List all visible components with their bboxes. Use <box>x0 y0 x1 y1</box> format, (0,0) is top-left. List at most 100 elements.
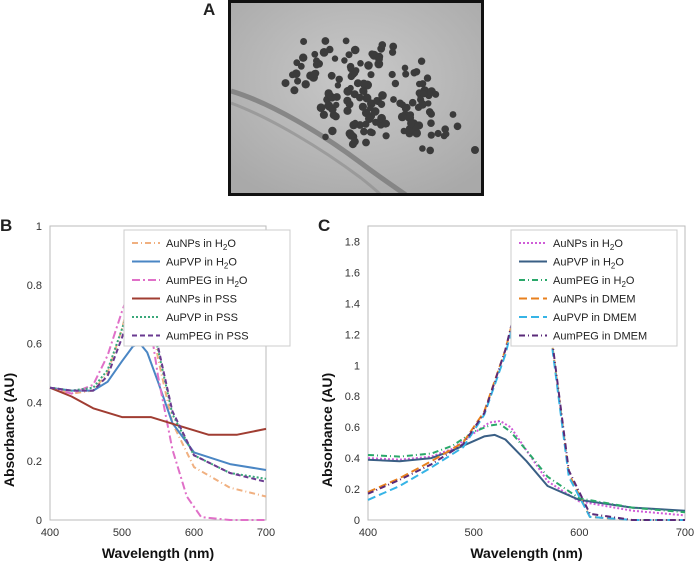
nanoparticle <box>347 84 354 92</box>
legend-box <box>510 229 678 347</box>
y-tick-label: 0 <box>36 515 42 527</box>
nanoparticle <box>299 53 308 62</box>
nanoparticle <box>321 37 330 45</box>
nanoparticle <box>322 133 329 141</box>
legend-label: AuPVP in H2O <box>166 257 237 271</box>
legend-label: AumPEG in DMEM <box>553 331 647 343</box>
legend-box <box>123 229 291 347</box>
legend-label: AuNPs in DMEM <box>553 294 636 306</box>
nanoparticle <box>417 57 426 65</box>
tem-image <box>228 0 484 196</box>
nanoparticle <box>440 132 448 140</box>
nanoparticle <box>419 80 427 88</box>
nanoparticle <box>291 69 301 78</box>
nanoparticle <box>333 101 340 109</box>
series-line-3 <box>49 280 266 521</box>
series-line-6 <box>367 238 685 521</box>
nanoparticle <box>367 105 374 112</box>
nanoparticle <box>334 82 342 89</box>
nanoparticle <box>328 126 337 136</box>
y-axis-title: Absorbance (AU) <box>319 373 335 487</box>
nanoparticle <box>312 61 321 69</box>
nanoparticle <box>391 79 400 88</box>
nanoparticle <box>294 77 302 85</box>
nanoparticle <box>343 106 352 115</box>
y-tick-label: 0.4 <box>345 453 360 465</box>
nanoparticle <box>400 127 408 135</box>
nanoparticle <box>388 70 396 79</box>
nanoparticle <box>350 137 359 146</box>
nanoparticle <box>418 100 427 109</box>
nanoparticle <box>350 45 360 55</box>
y-tick-label: 1.6 <box>345 267 360 279</box>
nanoparticle <box>434 129 442 138</box>
series-line-4 <box>49 386 267 436</box>
nanoparticle <box>402 70 410 78</box>
nanoparticle <box>389 48 397 56</box>
y-tick-label: 0 <box>354 515 360 527</box>
tem-micrograph <box>231 3 481 193</box>
nanoparticle <box>345 51 353 59</box>
nanoparticle <box>351 69 359 77</box>
nanoparticle <box>316 103 326 112</box>
nanoparticle <box>372 118 380 126</box>
nanoparticle <box>319 110 328 119</box>
nanoparticle <box>311 50 319 58</box>
legend-label: AuPVP in DMEM <box>553 312 637 324</box>
nanoparticle <box>368 129 375 136</box>
x-tick-label: 600 <box>570 527 588 539</box>
nanoparticle <box>290 86 299 95</box>
nanoparticle <box>449 111 457 118</box>
nanoparticle <box>397 112 407 122</box>
nanoparticle <box>352 119 359 127</box>
nanoparticle <box>342 37 350 45</box>
plot-frame <box>367 225 686 521</box>
nanoparticle <box>390 96 397 103</box>
nanoparticle <box>360 88 368 95</box>
nanoparticle <box>412 68 421 76</box>
nanoparticle <box>360 127 368 136</box>
legend-label: AumPEG in PSS <box>166 331 249 343</box>
nanoparticle <box>324 89 333 98</box>
nanoparticle <box>408 98 417 107</box>
nanoparticle <box>401 64 409 72</box>
y-tick-label: 1.4 <box>345 298 360 310</box>
nanoparticle <box>423 74 432 82</box>
x-tick-label: 500 <box>113 527 131 539</box>
nanoparticle <box>358 102 367 111</box>
y-tick-label: 0.8 <box>345 391 360 403</box>
nanoparticle <box>427 110 435 118</box>
nanoparticle <box>357 60 364 67</box>
y-tick-label: 0.8 <box>27 280 42 292</box>
nanoparticle <box>365 114 374 123</box>
nanoparticle <box>310 70 319 78</box>
nanoparticle <box>331 55 339 62</box>
nanoparticle <box>426 146 434 155</box>
nanoparticle <box>378 41 387 49</box>
nanoparticle <box>432 90 440 98</box>
nanoparticle <box>327 71 336 80</box>
nanoparticle <box>389 42 398 51</box>
legend-label: AuNPs in H2O <box>553 238 623 252</box>
y-tick-label: 1 <box>36 221 42 233</box>
nanoparticle <box>347 65 354 73</box>
nanoparticle <box>377 100 386 109</box>
nanoparticle <box>362 93 372 103</box>
x-tick-label: 400 <box>41 527 59 539</box>
nanoparticle <box>427 131 435 139</box>
nanoparticle <box>300 38 308 45</box>
y-tick-label: 1 <box>354 360 360 372</box>
nanoparticle <box>281 79 290 88</box>
nanoparticle <box>345 100 354 109</box>
nanoparticle <box>359 79 368 88</box>
nanoparticle <box>373 97 380 104</box>
legend-label: AumPEG in H2O <box>166 275 248 289</box>
nanoparticle <box>364 61 373 70</box>
nanoparticle <box>329 111 338 120</box>
y-tick-label: 0.6 <box>345 422 360 434</box>
nanoparticle <box>335 75 343 84</box>
legend-label: AuPVP in H2O <box>553 257 624 271</box>
x-axis-title: Wavelength (nm) <box>470 545 582 561</box>
y-tick-label: 0.4 <box>27 397 42 409</box>
nanoparticle <box>297 62 305 70</box>
